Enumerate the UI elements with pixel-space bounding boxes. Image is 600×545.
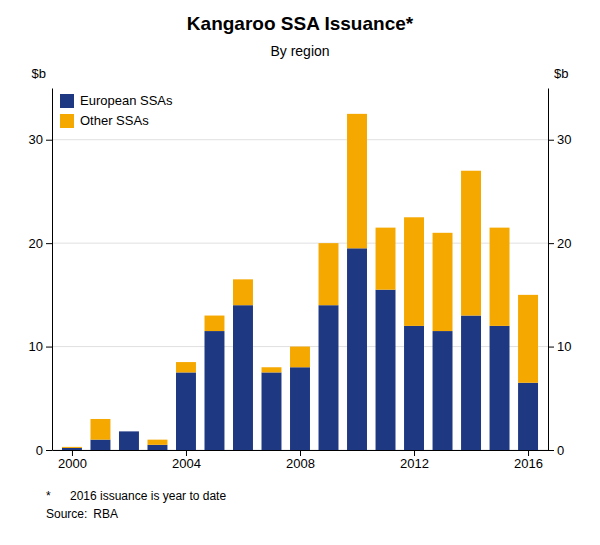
bar	[319, 243, 339, 305]
legend-item: European SSAs	[60, 93, 173, 108]
legend-swatch	[60, 94, 74, 108]
tick: 2012	[400, 450, 429, 471]
bar	[347, 248, 367, 450]
tick: 0	[548, 443, 564, 458]
bar	[205, 316, 225, 332]
grid	[52, 140, 548, 450]
bar	[518, 383, 538, 450]
bar	[176, 362, 196, 372]
footnote: *	[46, 489, 51, 503]
tick-label: 2008	[286, 456, 315, 471]
tick-mark	[528, 450, 529, 456]
tick-mark	[548, 243, 554, 244]
bar	[347, 114, 367, 248]
bar	[490, 326, 510, 450]
bar	[290, 347, 310, 368]
tick-mark	[186, 450, 187, 456]
legend-item: Other SSAs	[60, 113, 149, 128]
bar	[433, 331, 453, 450]
tick: 10	[548, 339, 571, 354]
tick-mark	[46, 347, 52, 348]
bar	[119, 431, 139, 432]
y2-axis-title: $b	[554, 66, 568, 81]
tick: 30	[29, 132, 52, 147]
bar	[319, 305, 339, 450]
tick-label: 0	[36, 443, 43, 458]
title: Kangaroo SSA Issuance*	[187, 13, 414, 34]
y-axis: 0 10 20 30	[29, 89, 53, 458]
axis-line	[548, 89, 549, 451]
bar	[147, 445, 167, 450]
grid-line	[52, 139, 548, 140]
tick: 30	[548, 132, 571, 147]
bar	[376, 290, 396, 450]
bar	[461, 171, 481, 316]
footnote: Source:	[46, 507, 87, 521]
y2-axis: 0 10 20 30	[548, 89, 571, 458]
bar	[490, 228, 510, 326]
tick-label: 2012	[400, 456, 429, 471]
tick-label: 30	[29, 132, 43, 147]
plot: 2000 2004 2008 2012 2016 0 10 20 30 0 10 20 30 Europe…	[29, 89, 572, 472]
bar	[404, 326, 424, 450]
legend-label: European SSAs	[80, 93, 173, 108]
tick: 10	[29, 339, 52, 354]
tick-mark	[46, 140, 52, 141]
tick: 2004	[172, 450, 201, 471]
tick-mark	[414, 450, 415, 456]
series	[62, 114, 538, 448]
bar	[404, 217, 424, 326]
tick-mark	[72, 450, 73, 456]
bar	[90, 419, 110, 440]
tick-label: 2004	[172, 456, 201, 471]
bar	[262, 367, 282, 372]
bar	[205, 331, 225, 450]
bar	[233, 279, 253, 305]
footnote: 2016 issuance is year to date	[70, 489, 226, 503]
y-axis-title: $b	[32, 66, 46, 81]
bar	[376, 228, 396, 290]
x-axis: 2000 2004 2008 2012 2016	[53, 450, 549, 471]
bar	[461, 316, 481, 450]
tick-mark	[548, 347, 554, 348]
bar	[176, 372, 196, 450]
tick-label: 0	[557, 443, 564, 458]
bar	[90, 440, 110, 450]
legend-label: Other SSAs	[80, 113, 149, 128]
legend-swatch	[60, 114, 74, 128]
tick-label: 2016	[514, 456, 543, 471]
bar	[518, 295, 538, 383]
tick-label: 20	[557, 236, 571, 251]
chart: Kangaroo SSA Issuance*By region200020042…	[0, 0, 600, 545]
footnote: RBA	[93, 507, 118, 521]
bar	[233, 305, 253, 450]
tick-label: 30	[557, 132, 571, 147]
tick-label: 2000	[58, 456, 87, 471]
tick-label: 10	[29, 339, 43, 354]
tick: 20	[548, 236, 571, 251]
tick-label: 10	[557, 339, 571, 354]
tick-label: 20	[29, 236, 43, 251]
legend: European SSAs Other SSAs	[60, 93, 173, 128]
tick-mark	[548, 450, 554, 451]
subtitle: By region	[270, 43, 329, 59]
tick: 20	[29, 236, 52, 251]
bar	[262, 372, 282, 450]
tick: 2008	[286, 450, 315, 471]
bar	[62, 447, 82, 448]
tick: 2016	[514, 450, 543, 471]
bar	[62, 448, 82, 450]
bar	[433, 233, 453, 331]
tick-mark	[46, 243, 52, 244]
bar	[290, 367, 310, 450]
tick: 0	[36, 443, 52, 458]
bar	[147, 440, 167, 445]
bar	[119, 431, 139, 450]
tick-mark	[548, 140, 554, 141]
tick: 2000	[58, 450, 87, 471]
bars	[62, 114, 538, 450]
tick-mark	[300, 450, 301, 456]
tick-mark	[46, 450, 52, 451]
axis-line	[52, 89, 53, 451]
